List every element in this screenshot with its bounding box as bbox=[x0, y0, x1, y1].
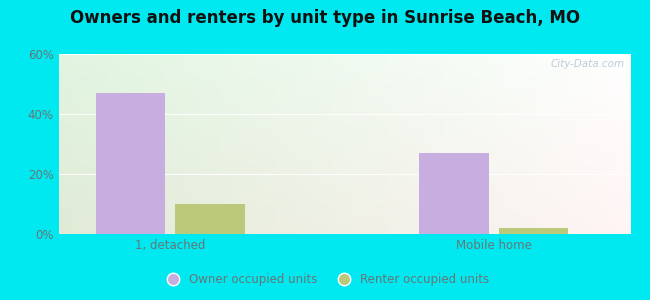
Legend: Owner occupied units, Renter occupied units: Owner occupied units, Renter occupied un… bbox=[156, 269, 494, 291]
Bar bbox=[419, 153, 489, 234]
Bar bbox=[176, 204, 245, 234]
Text: City-Data.com: City-Data.com bbox=[551, 59, 625, 69]
Text: Owners and renters by unit type in Sunrise Beach, MO: Owners and renters by unit type in Sunri… bbox=[70, 9, 580, 27]
Bar bbox=[499, 228, 568, 234]
Bar bbox=[96, 93, 166, 234]
